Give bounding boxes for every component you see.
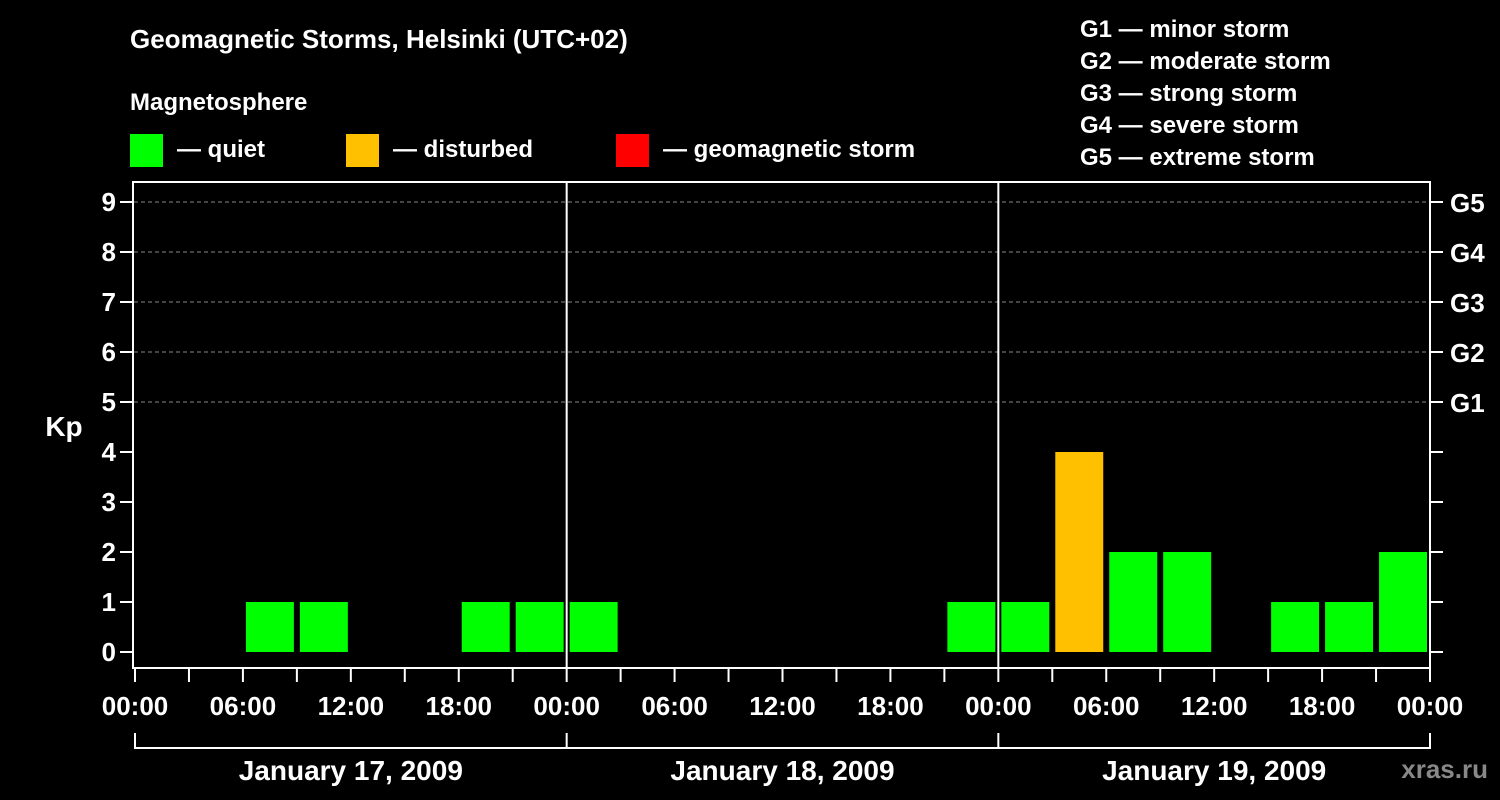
x-tick-label: 18:00 xyxy=(857,691,924,721)
g-level-label: G5 xyxy=(1450,188,1485,218)
kp-bar xyxy=(461,602,510,652)
legend-label-disturbed: — disturbed xyxy=(393,136,533,163)
kp-bar xyxy=(1379,552,1427,652)
y-tick-label: 4 xyxy=(102,437,117,467)
x-tick-label: 00:00 xyxy=(102,691,169,721)
x-tick-label: 00:00 xyxy=(1397,691,1464,721)
kp-bar xyxy=(1325,602,1374,652)
y-tick-label: 9 xyxy=(102,187,116,217)
plot-frame xyxy=(132,181,1431,669)
legend-label-storm: — geomagnetic storm xyxy=(663,136,915,163)
x-tick-label: 00:00 xyxy=(965,691,1032,721)
kp-bar xyxy=(569,602,618,652)
x-tick-label: 00:00 xyxy=(533,691,600,721)
y-tick-label: 0 xyxy=(102,637,116,667)
kp-bar xyxy=(515,602,564,652)
legend-heading: Magnetosphere xyxy=(130,89,307,116)
day-label: January 18, 2009 xyxy=(670,755,894,786)
x-tick-label: 18:00 xyxy=(426,691,493,721)
bars xyxy=(245,452,1427,652)
kp-bar xyxy=(299,602,348,652)
x-tick-label: 12:00 xyxy=(749,691,816,721)
day-dividers xyxy=(565,182,1000,668)
kp-bar xyxy=(1109,552,1158,652)
kp-bar xyxy=(1271,602,1320,652)
scale-g2: G2 — moderate storm xyxy=(1080,48,1331,75)
y-tick-label: 5 xyxy=(102,387,116,417)
x-tick-label: 06:00 xyxy=(1073,691,1140,721)
g-axis: G1 G2 G3 G4 G5 xyxy=(1450,188,1485,418)
watermark: xras.ru xyxy=(1401,754,1488,784)
legend-swatch-disturbed xyxy=(346,134,379,167)
g-level-label: G4 xyxy=(1450,238,1485,268)
kp-bar xyxy=(1001,602,1050,652)
x-axis: 00:00 06:00 12:00 18:00 00:00 06:00 12:00 18:00… xyxy=(102,668,1464,721)
x-tick-label: 06:00 xyxy=(641,691,708,721)
scale-g5: G5 — extreme storm xyxy=(1080,144,1315,171)
scale-g4: G4 — severe storm xyxy=(1080,112,1299,139)
kp-bar xyxy=(947,602,996,652)
y-tick-label: 7 xyxy=(102,287,116,317)
y-tick-label: 8 xyxy=(102,237,116,267)
kp-bar xyxy=(245,602,294,652)
grid-lines xyxy=(134,201,1429,403)
day-axis: January 17, 2009 January 18, 2009 January … xyxy=(134,733,1431,786)
g-level-label: G1 xyxy=(1450,388,1485,418)
y-tick-label: 2 xyxy=(102,537,116,567)
y-tick-label: 3 xyxy=(102,487,116,517)
x-tick-label: 12:00 xyxy=(318,691,385,721)
y-tick-label: 1 xyxy=(102,587,116,617)
legend-swatch-quiet xyxy=(130,134,163,167)
day-label: January 19, 2009 xyxy=(1102,755,1326,786)
g-level-label: G3 xyxy=(1450,288,1485,318)
x-tick-label: 12:00 xyxy=(1181,691,1248,721)
kp-bar xyxy=(1055,452,1104,652)
day-label: January 17, 2009 xyxy=(239,755,463,786)
x-tick-label: 06:00 xyxy=(210,691,277,721)
legend-swatch-storm xyxy=(616,134,649,167)
y-axis-label: Kp xyxy=(45,411,82,442)
scale-g1: G1 — minor storm xyxy=(1080,16,1289,43)
scale-g3: G3 — strong storm xyxy=(1080,80,1297,107)
g-level-label: G2 xyxy=(1450,338,1485,368)
y-axis: 0 1 2 3 4 5 6 7 8 9 xyxy=(102,187,1443,667)
x-tick-label: 18:00 xyxy=(1289,691,1356,721)
legend-label-quiet: — quiet xyxy=(177,136,265,163)
chart-title: Geomagnetic Storms, Helsinki (UTC+02) xyxy=(130,24,628,54)
y-tick-label: 6 xyxy=(102,337,116,367)
kp-bar xyxy=(1163,552,1212,652)
